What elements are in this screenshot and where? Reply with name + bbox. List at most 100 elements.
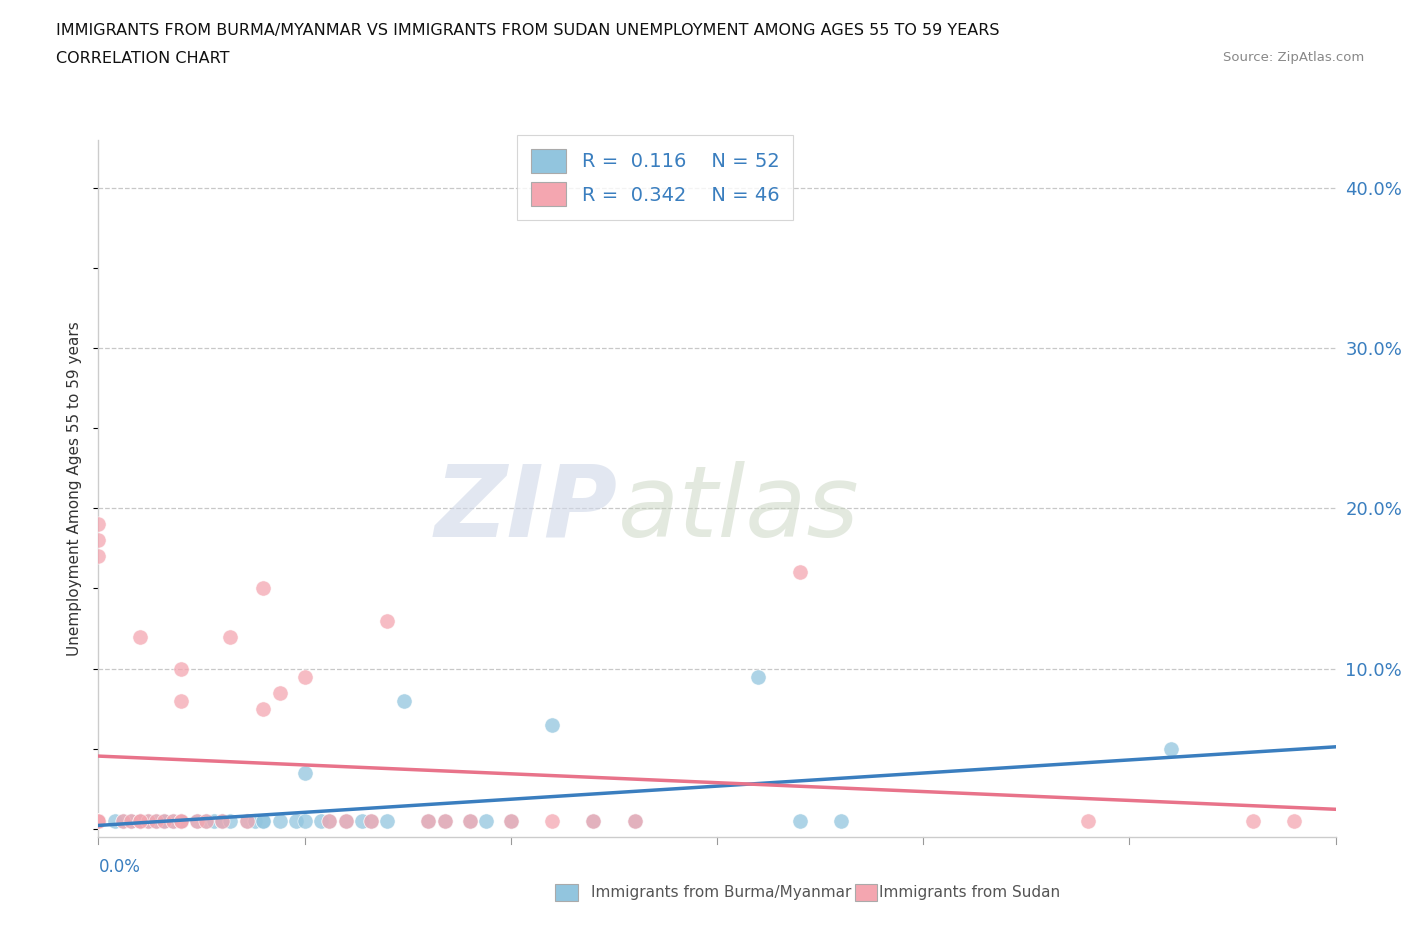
Text: Immigrants from Burma/Myanmar: Immigrants from Burma/Myanmar <box>591 885 851 900</box>
Point <box>830 814 852 829</box>
Point <box>128 629 150 644</box>
Point <box>219 629 242 644</box>
Text: 0.0%: 0.0% <box>98 857 141 876</box>
Point <box>418 814 440 829</box>
Point <box>335 814 357 829</box>
Point <box>170 814 193 829</box>
Point <box>120 814 142 829</box>
Point <box>1241 814 1264 829</box>
Point <box>360 814 382 829</box>
Point <box>252 581 274 596</box>
Point <box>219 814 242 829</box>
Point <box>170 814 193 829</box>
Point <box>318 814 340 829</box>
Point <box>252 701 274 716</box>
Point <box>499 814 522 829</box>
Point <box>541 814 564 829</box>
Point <box>433 814 456 829</box>
Point <box>112 814 135 829</box>
Point <box>104 814 127 829</box>
Point <box>153 814 176 829</box>
Point <box>153 814 176 829</box>
Point <box>392 693 415 708</box>
Point <box>170 814 193 829</box>
Point <box>360 814 382 829</box>
Point <box>145 814 167 829</box>
Point <box>87 814 110 829</box>
Point <box>87 814 110 829</box>
Point <box>236 814 259 829</box>
Point <box>136 814 159 829</box>
Point <box>87 517 110 532</box>
Point <box>458 814 481 829</box>
Point <box>87 549 110 564</box>
Point <box>294 765 316 780</box>
Point <box>162 814 184 829</box>
Point <box>128 814 150 829</box>
Text: atlas: atlas <box>619 460 859 558</box>
Point <box>318 814 340 829</box>
Point <box>170 693 193 708</box>
Point <box>418 814 440 829</box>
Legend: R =  0.116    N = 52, R =  0.342    N = 46: R = 0.116 N = 52, R = 0.342 N = 46 <box>517 135 793 219</box>
Point <box>128 814 150 829</box>
Point <box>582 814 605 829</box>
Point <box>285 814 308 829</box>
Point <box>186 814 208 829</box>
Point <box>433 814 456 829</box>
Point <box>170 814 193 829</box>
Point <box>128 814 150 829</box>
Point <box>145 814 167 829</box>
Point <box>582 814 605 829</box>
Point <box>1284 814 1306 829</box>
Point <box>162 814 184 829</box>
Point <box>747 670 769 684</box>
Point <box>136 814 159 829</box>
Point <box>186 814 208 829</box>
Point <box>153 814 176 829</box>
Point <box>789 814 811 829</box>
Point <box>120 814 142 829</box>
Point <box>170 814 193 829</box>
Text: Source: ZipAtlas.com: Source: ZipAtlas.com <box>1223 51 1364 64</box>
Point <box>87 814 110 829</box>
Point <box>87 814 110 829</box>
Point <box>87 814 110 829</box>
Point <box>269 685 291 700</box>
Point <box>87 814 110 829</box>
Point <box>211 814 233 829</box>
Point <box>294 670 316 684</box>
Point <box>202 814 225 829</box>
Point <box>87 814 110 829</box>
Point <box>87 533 110 548</box>
Text: CORRELATION CHART: CORRELATION CHART <box>56 51 229 66</box>
Point <box>375 814 398 829</box>
Point <box>352 814 374 829</box>
Point <box>375 613 398 628</box>
Point <box>252 814 274 829</box>
Point <box>87 814 110 829</box>
Point <box>194 814 217 829</box>
Point <box>128 814 150 829</box>
Point <box>211 814 233 829</box>
Point <box>623 814 645 829</box>
Point <box>211 814 233 829</box>
Point <box>87 814 110 829</box>
Point <box>335 814 357 829</box>
Text: Immigrants from Sudan: Immigrants from Sudan <box>879 885 1060 900</box>
Point <box>541 717 564 732</box>
Text: IMMIGRANTS FROM BURMA/MYANMAR VS IMMIGRANTS FROM SUDAN UNEMPLOYMENT AMONG AGES 5: IMMIGRANTS FROM BURMA/MYANMAR VS IMMIGRA… <box>56 23 1000 38</box>
Point <box>499 814 522 829</box>
Point <box>623 814 645 829</box>
Point <box>243 814 266 829</box>
Point <box>87 814 110 829</box>
Point <box>458 814 481 829</box>
Point <box>1160 741 1182 756</box>
Point <box>112 814 135 829</box>
Point <box>1077 814 1099 829</box>
Point <box>309 814 332 829</box>
Point <box>236 814 259 829</box>
Point <box>475 814 498 829</box>
Y-axis label: Unemployment Among Ages 55 to 59 years: Unemployment Among Ages 55 to 59 years <box>67 321 83 656</box>
Point <box>128 814 150 829</box>
